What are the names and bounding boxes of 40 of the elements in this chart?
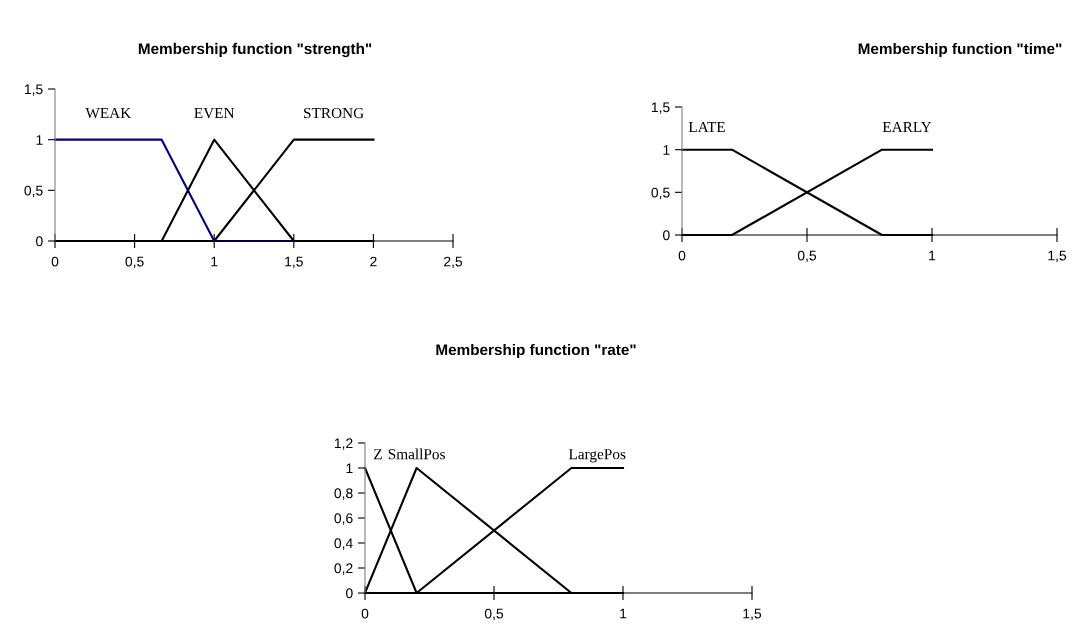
series-label: SmallPos <box>388 448 445 460</box>
x-tick-label: 0 <box>678 250 686 261</box>
x-tick-label: 1,5 <box>285 256 303 269</box>
y-tick-label: 0 <box>36 236 43 247</box>
x-tick-label: 2 <box>370 256 377 267</box>
series-label: EVEN <box>194 108 235 119</box>
x-tick-label: 0,5 <box>484 608 504 621</box>
x-tick-label: 2,5 <box>444 256 463 269</box>
y-tick-label: 0,2 <box>334 563 353 575</box>
y-tick-label: 1 <box>346 463 353 474</box>
y-tick-label: 1,2 <box>334 438 353 450</box>
x-tick-label: 1 <box>929 250 936 261</box>
y-tick-label: 1,5 <box>651 102 670 114</box>
x-tick-label: 0,5 <box>797 250 817 263</box>
x-tick-label: 0 <box>51 256 59 267</box>
chart-title: Membership function "rate" <box>436 343 636 359</box>
y-tick-label: 0,5 <box>651 187 670 200</box>
y-tick-label: 0,4 <box>334 538 353 550</box>
y-tick-label: 0,5 <box>24 185 43 198</box>
x-tick-label: 1 <box>211 256 218 267</box>
x-tick-label: 0 <box>361 608 369 619</box>
y-tick-label: 0,8 <box>334 488 353 500</box>
x-tick-label: 1 <box>620 608 627 619</box>
x-tick-label: 1,5 <box>743 608 762 621</box>
y-tick-label: 0 <box>663 230 670 241</box>
y-tick-label: 1 <box>36 135 43 145</box>
y-tick-label: 0 <box>346 588 353 599</box>
y-tick-label: 0,6 <box>334 513 353 525</box>
chart-title: Membership function "time" <box>858 42 1062 58</box>
chart-title: Membership function "strength" <box>138 42 372 58</box>
y-tick-label: 1 <box>663 145 670 155</box>
series-label: Z <box>374 449 382 460</box>
y-tick-label: 1,5 <box>24 84 43 96</box>
x-tick-label: 1,5 <box>1048 250 1067 263</box>
series-label: WEAK <box>85 107 132 119</box>
series-label: LargePos <box>568 449 626 463</box>
series-label: LATE <box>688 121 725 133</box>
series-label: STRONG <box>304 107 364 119</box>
series-label: EARLY <box>882 121 932 133</box>
x-tick-label: 0,5 <box>125 256 144 269</box>
